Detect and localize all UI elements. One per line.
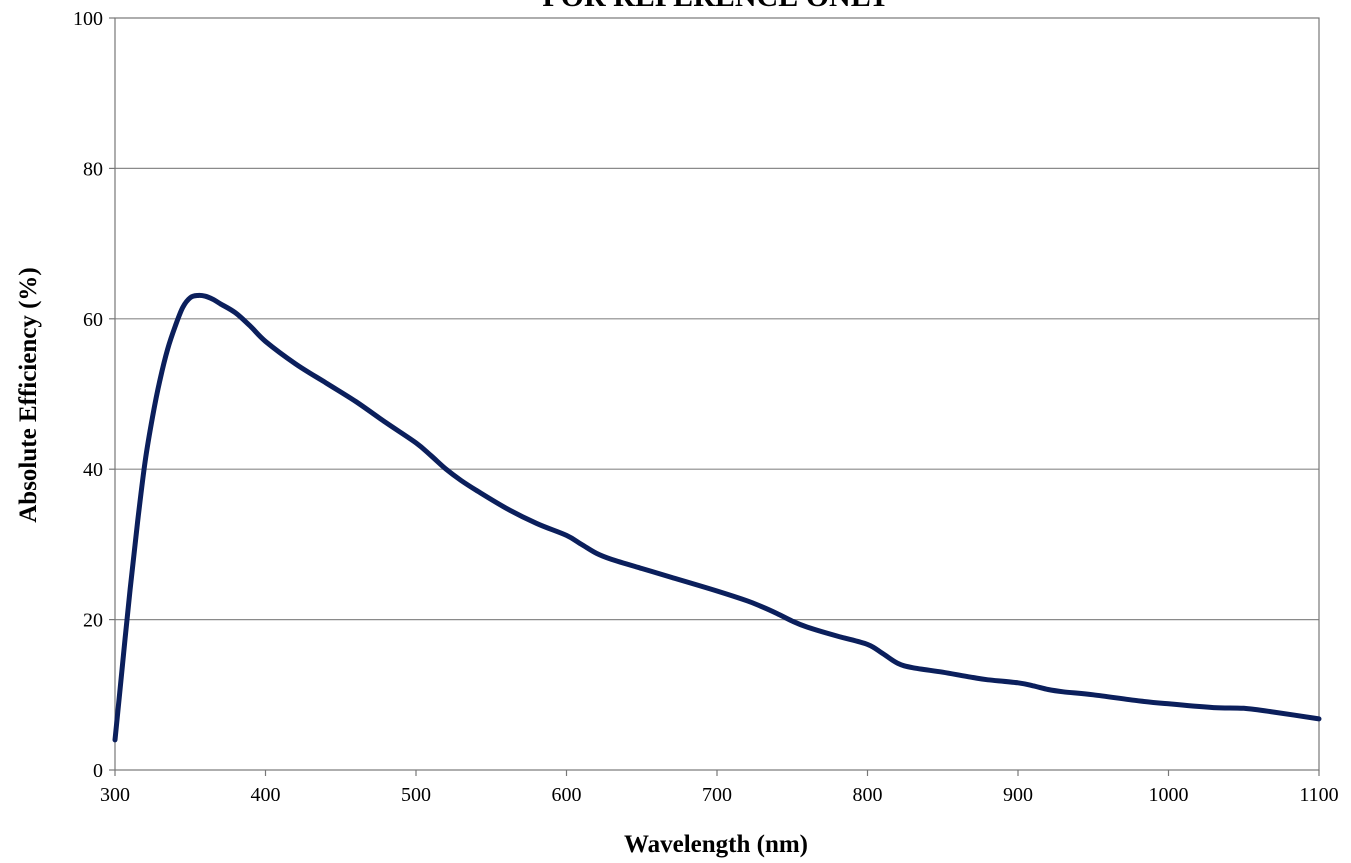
x-tick-label: 700 [702, 784, 732, 806]
x-tick-label: 1000 [1149, 784, 1189, 806]
x-tick-label: 300 [100, 784, 130, 806]
gridlines [115, 167, 1319, 621]
chart-title: FOR REFERENCE ONLY [542, 0, 890, 13]
y-tick-label: 80 [83, 158, 103, 180]
x-tick-label: 600 [552, 784, 582, 806]
y-axis-ticks: 0 20 40 60 80 100 [73, 8, 115, 782]
y-tick-label: 0 [93, 760, 103, 782]
x-tick-label: 500 [401, 784, 431, 806]
x-axis-ticks: 300 400 500 600 700 800 900 1000 1100 [100, 770, 1339, 806]
y-tick-label: 60 [83, 309, 103, 331]
y-tick-label: 40 [83, 459, 103, 481]
x-tick-label: 1100 [1299, 784, 1338, 806]
plot-area-border [114, 17, 1320, 771]
y-axis-title: Absolute Efficiency (%) [15, 267, 42, 523]
x-tick-label: 900 [1003, 784, 1033, 806]
y-tick-label: 100 [73, 8, 103, 30]
x-tick-label: 800 [853, 784, 883, 806]
x-tick-label: 400 [251, 784, 281, 806]
x-axis-title: Wavelength (nm) [624, 831, 808, 858]
efficiency-curve [112, 292, 1322, 743]
y-tick-label: 20 [83, 610, 103, 632]
